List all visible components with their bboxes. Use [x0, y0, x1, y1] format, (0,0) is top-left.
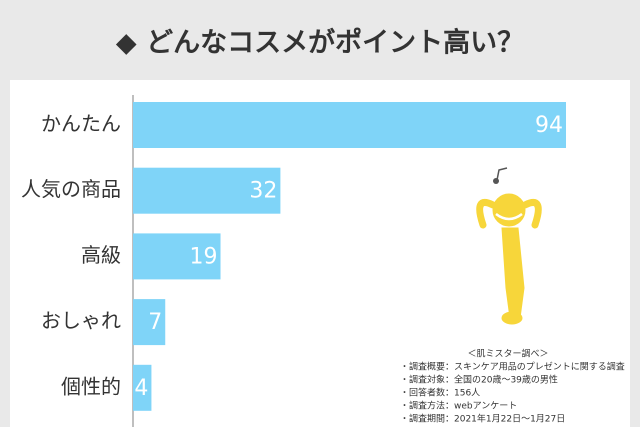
- figure-illustration: [476, 167, 542, 325]
- value-label: 4: [134, 376, 148, 401]
- note-line: ・調査期間：2021年1月22日～1月27日: [400, 413, 565, 425]
- bar: [133, 102, 566, 148]
- music-note: [496, 167, 508, 181]
- bar: [133, 233, 221, 280]
- category-label: 個性的: [61, 374, 121, 398]
- note-line: ・回答者数：156人: [400, 387, 480, 399]
- chart-title: ◆ どんなコスメがポイント高い？: [116, 27, 524, 59]
- value-label: 94: [535, 113, 563, 138]
- note-line: ・調査対象：全国の20歳～39歳の男性: [400, 374, 558, 386]
- value-label: 7: [148, 310, 162, 335]
- note-heading: ＜肌ミスター調べ＞: [467, 348, 548, 360]
- note-line: ・調査方法：webアンケート: [400, 400, 517, 412]
- figure-arms: [476, 199, 542, 229]
- category-label: 高級: [81, 243, 121, 267]
- value-label: 19: [190, 244, 218, 269]
- figure-feet: [501, 311, 523, 325]
- category-label: 人気の商品: [21, 177, 121, 201]
- figure-smile: [495, 212, 523, 221]
- figure-head: [492, 193, 526, 227]
- music-note-head: [493, 178, 499, 184]
- bar: [133, 167, 281, 214]
- bar: [133, 364, 152, 411]
- category-label: かんたん: [41, 112, 121, 136]
- note-line: ・調査概要：スキンケア用品のプレゼントに関する調査: [400, 361, 625, 373]
- bar: [133, 299, 166, 346]
- category-label: おしゃれ: [41, 309, 121, 333]
- value-label: 32: [249, 179, 277, 204]
